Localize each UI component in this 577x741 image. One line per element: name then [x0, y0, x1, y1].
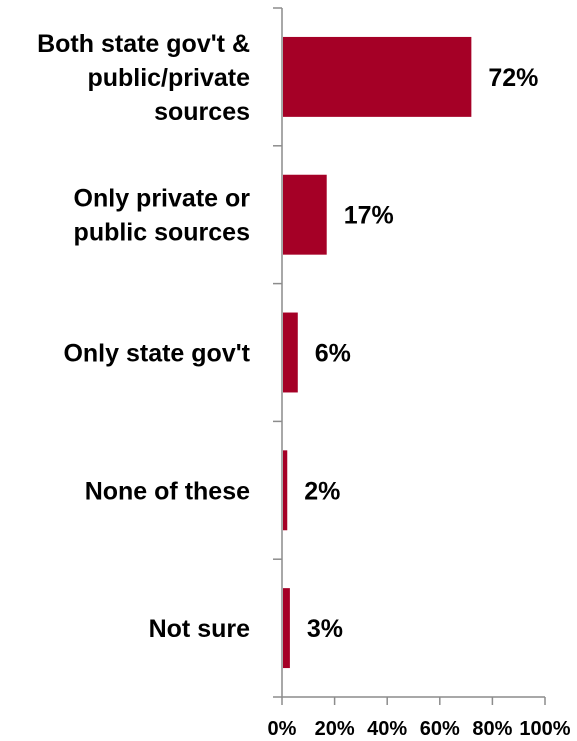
data-label: 17%	[344, 202, 394, 230]
x-tick-label: 20%	[315, 718, 355, 740]
data-labels: 72% 17% 6% 2% 3%	[304, 64, 538, 643]
category-label: None of these	[85, 477, 250, 505]
x-tick-label: 80%	[472, 718, 512, 740]
x-tick-label: 100%	[519, 718, 570, 740]
x-tick-label: 60%	[420, 718, 460, 740]
bar	[283, 312, 298, 393]
category-label: Not sure	[149, 615, 251, 643]
category-label: Both state gov't & public/private sources	[37, 30, 250, 126]
chart-bars	[283, 36, 472, 669]
chart-axes	[273, 7, 546, 705]
data-label: 72%	[488, 64, 538, 92]
bar	[283, 174, 327, 255]
x-tick-label: 40%	[367, 718, 407, 740]
data-label: 6%	[315, 340, 351, 368]
bar	[283, 450, 288, 531]
bar	[283, 588, 290, 669]
category-label: Only private or public sources	[74, 185, 251, 247]
category-labels: Both state gov't & public/private sources O…	[37, 30, 251, 643]
data-label: 2%	[304, 477, 340, 505]
category-label: Only state gov't	[63, 340, 250, 368]
x-axis-tick-labels: 0% 20% 40% 60% 80% 100%	[268, 718, 571, 740]
data-label: 3%	[307, 615, 343, 643]
x-tick-label: 0%	[268, 718, 297, 740]
bar	[283, 36, 472, 117]
